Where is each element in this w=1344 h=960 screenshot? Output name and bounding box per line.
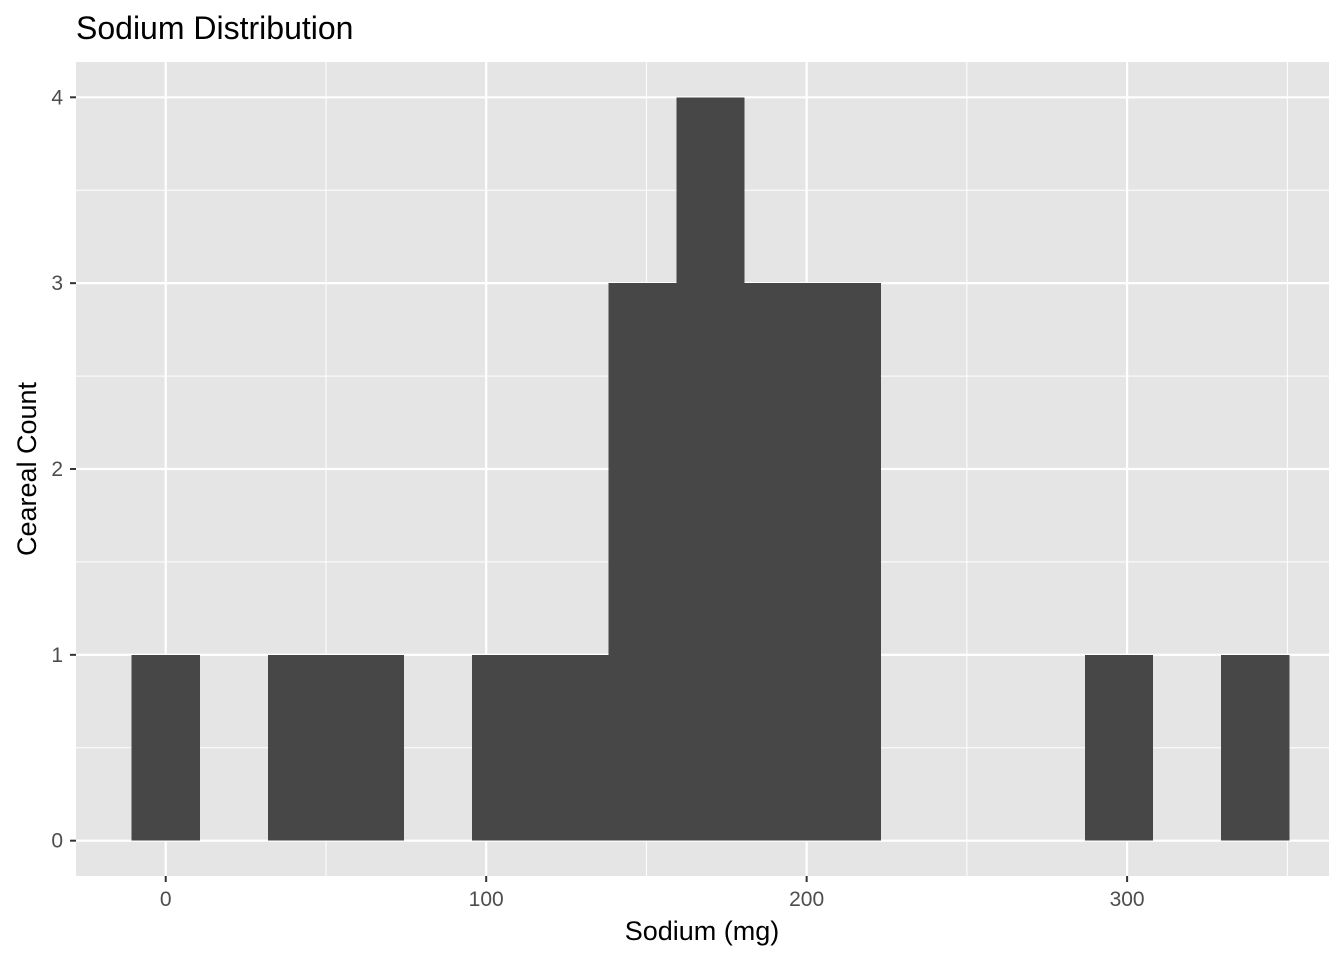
histogram-bars <box>131 97 1290 841</box>
x-tick-label: 200 <box>789 888 824 911</box>
histogram-bar <box>1221 654 1290 841</box>
y-tick-label: 3 <box>51 272 63 295</box>
histogram-bar <box>812 283 881 841</box>
histogram-bar <box>540 654 609 841</box>
histogram-bar <box>335 654 405 841</box>
chart-title: Sodium Distribution <box>76 10 353 46</box>
histogram-bar <box>131 654 200 841</box>
histogram-bar <box>676 97 745 841</box>
y-axis-title: Ceareal Count <box>12 381 42 556</box>
y-tick-label: 1 <box>51 644 63 667</box>
y-axis: 0 1 2 3 4 <box>51 86 76 853</box>
y-tick-label: 0 <box>51 830 63 853</box>
histogram-bar <box>744 283 813 841</box>
histogram-bar <box>472 654 541 841</box>
y-tick-label: 2 <box>51 458 63 481</box>
histogram-bar <box>1085 654 1154 841</box>
y-tick-label: 4 <box>51 86 63 109</box>
histogram-bar <box>267 654 336 841</box>
x-tick-label: 0 <box>160 888 172 911</box>
x-axis-title: Sodium (mg) <box>625 916 780 946</box>
histogram-bar <box>608 283 677 841</box>
x-tick-label: 100 <box>469 888 504 911</box>
x-axis: 0 100 200 300 <box>160 876 1145 911</box>
x-tick-label: 300 <box>1110 888 1145 911</box>
